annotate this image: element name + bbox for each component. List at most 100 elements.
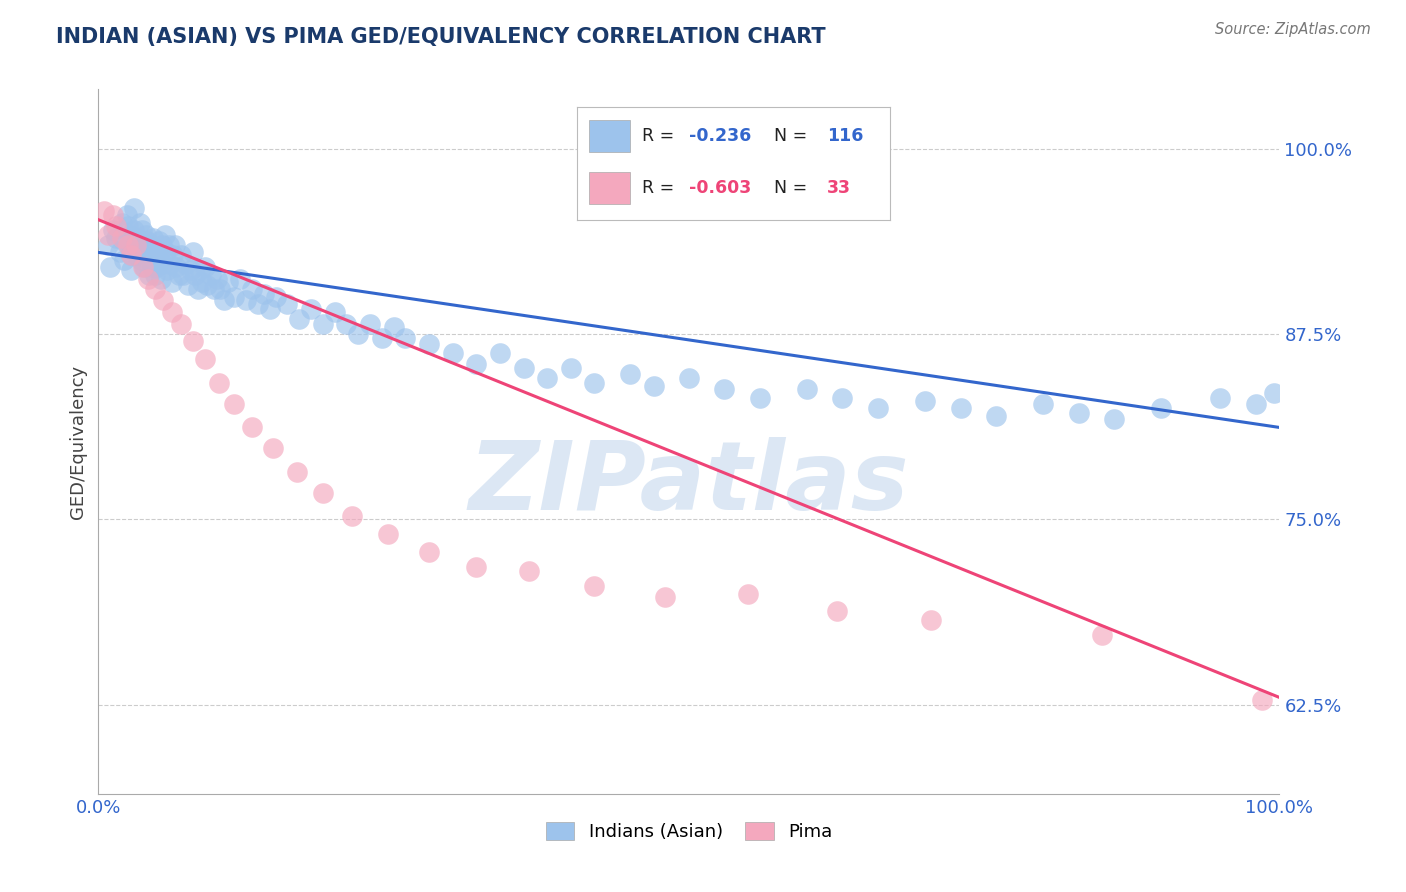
Point	[583, 579, 606, 593]
Point	[170, 248, 193, 262]
Point	[643, 379, 665, 393]
Point	[148, 234, 170, 248]
Point	[146, 260, 169, 275]
Point	[111, 230, 134, 244]
Point	[1067, 406, 1090, 420]
Point	[188, 263, 211, 277]
Point	[120, 227, 142, 242]
Point	[1209, 391, 1232, 405]
Point	[914, 393, 936, 408]
Point	[205, 272, 228, 286]
Point	[150, 272, 173, 286]
Point	[141, 260, 163, 275]
Point	[101, 208, 124, 222]
Point	[359, 317, 381, 331]
Point	[737, 586, 759, 600]
Point	[122, 201, 145, 215]
Point	[312, 485, 335, 500]
Point	[121, 248, 143, 262]
Point	[128, 216, 150, 230]
Y-axis label: GED/Equivalency: GED/Equivalency	[69, 365, 87, 518]
Point	[136, 252, 159, 267]
Point	[98, 260, 121, 275]
Point	[181, 245, 204, 260]
Text: Source: ZipAtlas.com: Source: ZipAtlas.com	[1215, 22, 1371, 37]
Point	[177, 278, 200, 293]
Point	[748, 391, 770, 405]
Point	[142, 230, 165, 244]
Point	[115, 208, 138, 222]
Point	[127, 248, 149, 262]
Point	[97, 238, 120, 252]
Point	[156, 263, 179, 277]
Point	[195, 278, 218, 293]
Point	[342, 509, 364, 524]
Point	[208, 376, 231, 390]
Point	[949, 401, 972, 416]
Point	[240, 420, 263, 434]
Point	[101, 223, 124, 237]
Point	[194, 352, 217, 367]
Point	[224, 397, 246, 411]
Point	[654, 590, 676, 604]
Point	[150, 238, 173, 252]
Point	[264, 290, 287, 304]
Point	[184, 268, 207, 282]
Point	[194, 260, 217, 275]
Point	[165, 260, 187, 275]
Point	[165, 238, 187, 252]
Point	[181, 334, 204, 349]
Point	[172, 268, 194, 282]
Point	[312, 317, 335, 331]
Point	[1091, 628, 1114, 642]
Point	[124, 243, 146, 257]
Point	[155, 245, 177, 260]
Point	[285, 465, 308, 479]
Point	[560, 361, 582, 376]
Point	[108, 245, 131, 260]
Point	[135, 234, 157, 248]
Point	[97, 227, 120, 242]
Point	[170, 317, 193, 331]
Point	[162, 248, 184, 262]
Point	[132, 243, 155, 257]
Point	[262, 441, 284, 455]
Point	[323, 304, 346, 318]
Point	[200, 268, 222, 282]
Point	[1244, 397, 1267, 411]
Point	[984, 409, 1007, 423]
Point	[105, 219, 128, 233]
Point	[1032, 397, 1054, 411]
Point	[235, 293, 257, 307]
Point	[93, 203, 115, 218]
Point	[377, 527, 399, 541]
Point	[371, 331, 394, 345]
Point	[489, 346, 512, 360]
Point	[536, 371, 558, 385]
Point	[512, 361, 534, 376]
Point	[382, 319, 405, 334]
Point	[136, 272, 159, 286]
Point	[212, 293, 235, 307]
Point	[229, 272, 252, 286]
Point	[180, 263, 202, 277]
Point	[128, 234, 150, 248]
Point	[142, 248, 165, 262]
Point	[125, 238, 148, 252]
Point	[112, 234, 135, 248]
Point	[160, 275, 183, 289]
Point	[347, 326, 370, 341]
Point	[288, 312, 311, 326]
Point	[1250, 693, 1272, 707]
Point	[152, 257, 174, 271]
Point	[191, 275, 214, 289]
Point	[1150, 401, 1173, 416]
Point	[831, 391, 853, 405]
Point	[152, 293, 174, 307]
Point	[465, 357, 488, 371]
Point	[112, 252, 135, 267]
Point	[276, 297, 298, 311]
Legend: Indians (Asian), Pima: Indians (Asian), Pima	[538, 814, 839, 848]
Point	[920, 613, 942, 627]
Point	[418, 337, 440, 351]
